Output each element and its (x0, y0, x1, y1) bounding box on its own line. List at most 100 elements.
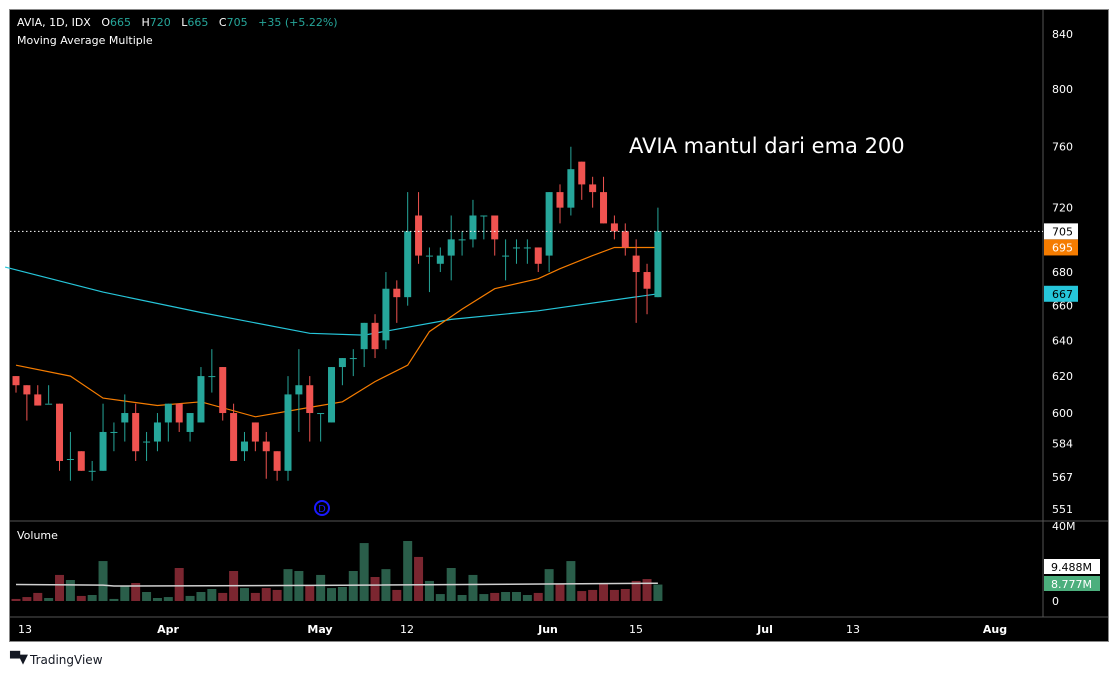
candle-body (219, 367, 227, 414)
candle-body (502, 255, 510, 257)
volume-bar (152, 598, 162, 601)
time-tick-label: 13 (18, 623, 32, 636)
volume-bar (327, 588, 337, 601)
volume-bar (163, 597, 173, 601)
ema-long-price-tag (1044, 285, 1078, 302)
candle-body (121, 413, 129, 423)
dividend-marker-icon (314, 500, 330, 516)
time-tick-label: Aug (983, 623, 1007, 636)
logo-text: TradingView (30, 652, 103, 667)
volume-bar (370, 577, 380, 601)
volume-bar (414, 556, 424, 601)
candle-body (567, 169, 575, 208)
candle-body (164, 403, 172, 423)
volume-bar (185, 595, 195, 601)
volume-bar (218, 592, 228, 601)
candle-body (23, 385, 31, 395)
candle-body (110, 431, 118, 433)
low-value: 665 (187, 16, 209, 29)
price-tick-label: 660 (1052, 300, 1073, 313)
candle-body (143, 441, 151, 443)
candle-body (523, 247, 531, 249)
volume-bar (533, 592, 543, 601)
candle-body (621, 231, 629, 248)
volume-bar (577, 591, 587, 601)
volume-bar (653, 584, 663, 601)
candle-body (610, 223, 618, 232)
ma-short-line (15, 246, 658, 418)
candle-body (382, 288, 390, 341)
volume-bar (566, 561, 576, 601)
volume-bar (620, 589, 630, 601)
candle-body (251, 422, 259, 442)
time-tick-label: Jul (756, 623, 773, 636)
low-label: L (181, 16, 188, 29)
price-tick-label: 640 (1052, 334, 1073, 347)
volume-legend[interactable]: Volume (17, 529, 58, 542)
volume-bar (468, 574, 478, 601)
volume-bar (239, 588, 249, 601)
candle-body (12, 376, 20, 386)
volume-bar (316, 574, 326, 601)
symbol-label: AVIA, 1D, IDX (17, 16, 91, 29)
tradingview-logo[interactable]: ▀▼ TradingView (10, 652, 103, 667)
volume-bar (109, 598, 119, 601)
volume-bar (392, 589, 402, 601)
candle-body (425, 255, 433, 257)
price-tick-label: 620 (1052, 370, 1073, 383)
candle-body (545, 192, 553, 256)
candle-body (632, 255, 640, 273)
volume-bar (588, 589, 598, 601)
open-value: 665 (110, 16, 131, 29)
close-value: 705 (226, 16, 248, 29)
candle-body (415, 215, 423, 256)
volume-bar (174, 568, 184, 601)
candle-body (88, 470, 96, 472)
change-value: +35 (+5.22%) (258, 16, 338, 29)
open-label: O (101, 16, 110, 29)
volume-bar (555, 584, 565, 601)
volume-bar (196, 592, 206, 601)
ma-short-price-tag (1044, 239, 1078, 256)
volume-bar (642, 579, 652, 601)
candle-body (338, 358, 346, 368)
candle-body (66, 459, 74, 461)
candle-body (393, 288, 401, 298)
volume-bar (261, 588, 271, 601)
close-label: C (218, 16, 227, 29)
candle-body (578, 161, 586, 185)
candle-body (273, 451, 281, 471)
time-tick-label: 13 (846, 623, 860, 636)
volume-bar (609, 589, 619, 601)
volume-bar (435, 594, 445, 601)
volume-bar (359, 543, 369, 601)
symbol-legend[interactable]: AVIA, 1D, IDX O665 H720 L665 C705 +35 (+… (17, 16, 338, 29)
candle-body (77, 451, 85, 471)
candle-body (197, 376, 205, 423)
indicator-legend[interactable]: Moving Average Multiple (17, 34, 153, 47)
last-price-value: 705 (1052, 225, 1073, 238)
volume-bar (76, 595, 86, 601)
volume-bar (207, 589, 217, 601)
candle-body (654, 231, 662, 298)
candle-body (284, 394, 292, 471)
candle-body (447, 239, 455, 256)
candle-body (317, 413, 325, 415)
volume-bar (87, 595, 97, 601)
volume-bar (98, 561, 108, 601)
volume-bar (501, 592, 511, 601)
candle-body (349, 358, 357, 360)
price-tick-label: 840 (1052, 28, 1073, 41)
volume-bar (272, 589, 282, 601)
volume-bar (348, 571, 358, 601)
volume-bar (22, 597, 32, 601)
candle-body (360, 322, 368, 350)
chart-annotation[interactable]: AVIA mantul dari ema 200 (629, 134, 905, 158)
candle-body (240, 441, 248, 452)
volume-tick-label: 0 (1052, 595, 1059, 608)
chart-frame[interactable] (9, 9, 1109, 642)
candle-body (328, 367, 336, 423)
candle-body (99, 431, 107, 471)
candle-body (643, 272, 651, 289)
